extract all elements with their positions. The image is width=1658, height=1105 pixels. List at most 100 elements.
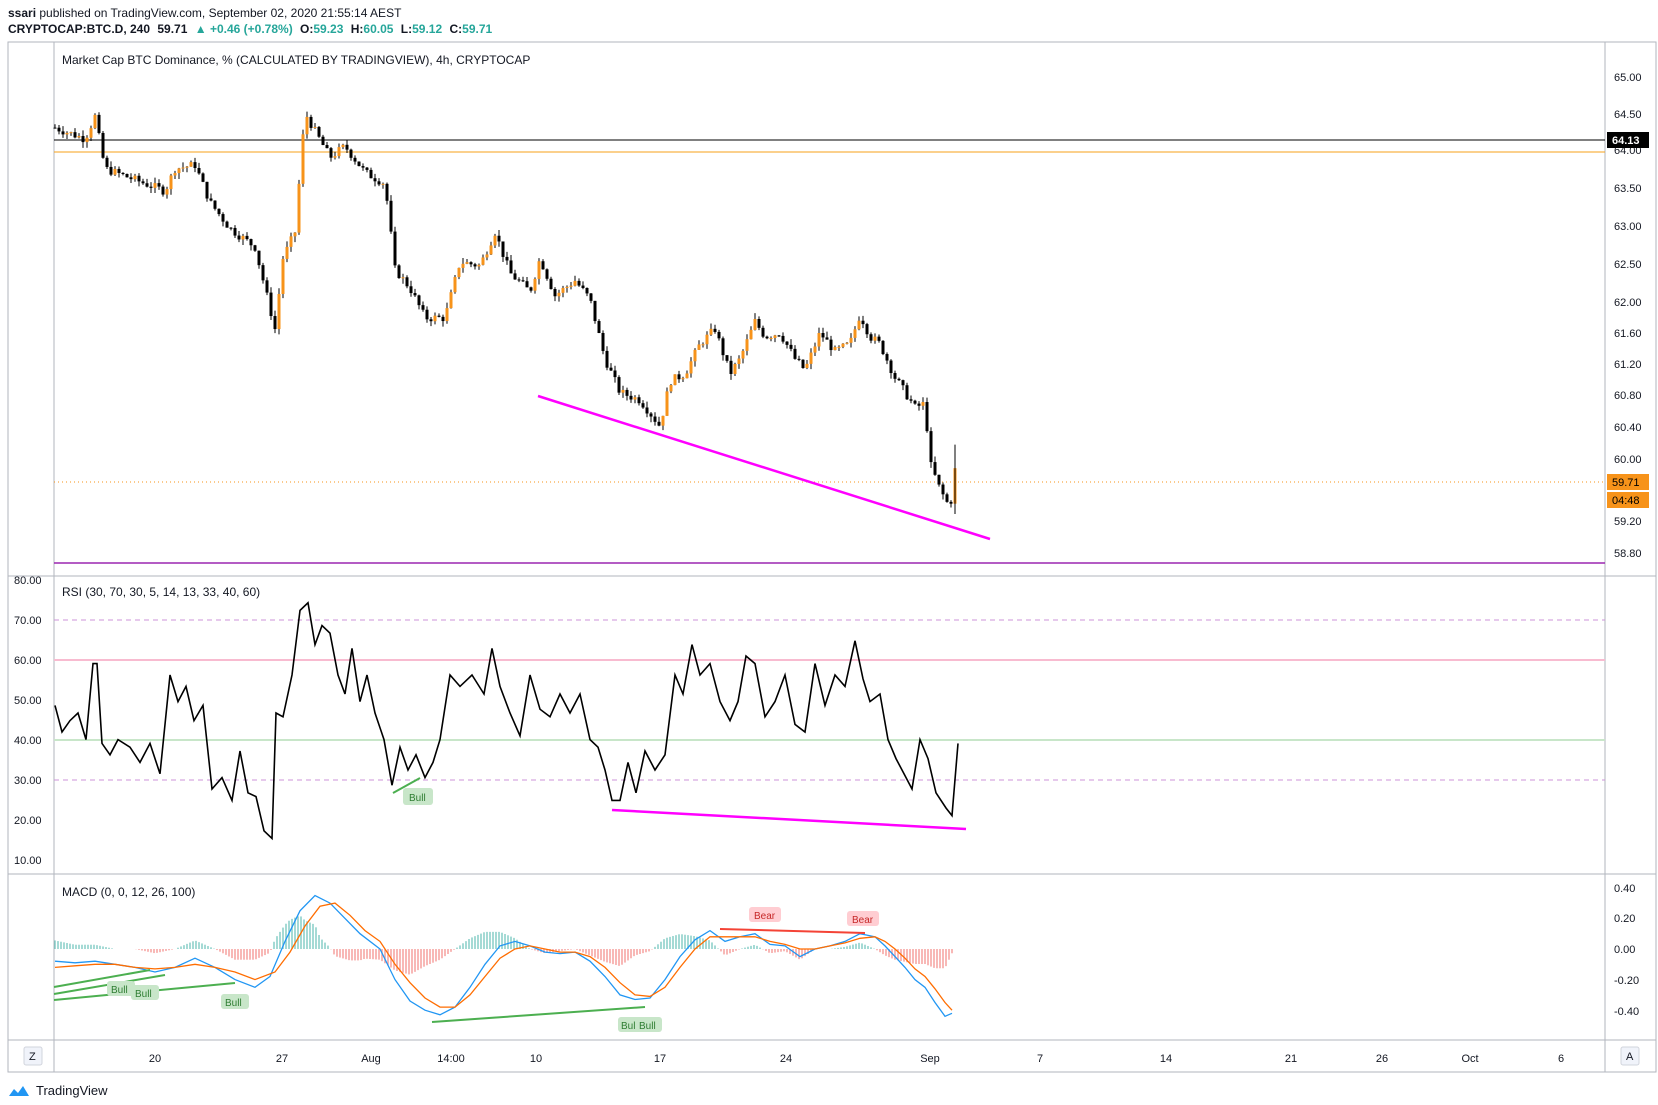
rsi-axis[interactable]: 80.00 70.00 60.00 50.00 40.00 30.00 20.00 10.00 [14, 575, 42, 867]
macd-bull-label-4-text: Bull [621, 1021, 638, 1032]
candle-body [793, 348, 797, 359]
candle-body [329, 148, 333, 158]
candle-body [865, 324, 869, 335]
candle-body [869, 334, 873, 341]
auto-scale-icon-label: A [1626, 1051, 1634, 1063]
candle-body [125, 173, 129, 178]
candle-body [501, 241, 505, 257]
candle-body [265, 280, 269, 293]
candle-body [237, 235, 241, 240]
candle-body [389, 200, 393, 232]
candle-body [545, 269, 549, 279]
time-axis-label: Aug [361, 1053, 381, 1065]
candle-body [789, 344, 793, 349]
time-axis-label: 7 [1037, 1053, 1043, 1065]
price-axis-label: 61.20 [1614, 359, 1642, 371]
candle-body [513, 273, 517, 280]
candle-body [437, 315, 441, 317]
candle-body [585, 287, 589, 294]
candle-body [61, 131, 65, 135]
macd-bull-label-3-text: Bull [225, 998, 242, 1009]
main-legend: Market Cap BTC Dominance, % (CALCULATED … [62, 53, 530, 67]
candle-body [933, 462, 937, 475]
price-axis-label: 59.20 [1614, 516, 1642, 528]
candle-body [769, 337, 773, 339]
rsi-axis-label: 40.00 [14, 735, 42, 747]
candle-body [93, 114, 97, 129]
low-value: 59.12 [412, 22, 443, 36]
candle-body [721, 338, 725, 356]
candle-body [253, 245, 257, 251]
candle-body [129, 177, 133, 180]
price-axis-label: 62.50 [1614, 259, 1642, 271]
auto-scale-icon[interactable]: A [1620, 1046, 1640, 1066]
candle-body [145, 183, 149, 187]
candle-body [921, 402, 925, 406]
candle-body [549, 278, 553, 289]
candle-body [889, 360, 893, 374]
macd-line [54, 894, 953, 1018]
candle-body [77, 136, 81, 138]
price-axis-label: 60.80 [1614, 390, 1642, 402]
candle-body [241, 235, 245, 240]
footer-brand[interactable]: TradingView [8, 1083, 108, 1098]
candle-body [709, 328, 713, 335]
price-axis-label: 64.50 [1614, 109, 1642, 121]
candle-body [365, 167, 369, 170]
macd-axis[interactable]: 0.40 0.20 0.00 -0.20 -0.40 [1614, 883, 1639, 1018]
candle-body [541, 261, 545, 270]
candle-body [401, 277, 405, 279]
candle-body [901, 380, 905, 386]
rsi-axis-label: 10.00 [14, 855, 42, 867]
time-axis-label: 17 [654, 1053, 666, 1065]
candle-body [625, 389, 629, 396]
candle-body [177, 168, 181, 174]
candle-body [677, 374, 681, 380]
candle-body [149, 186, 153, 188]
candle-body [897, 378, 901, 381]
time-axis-label: 10 [530, 1053, 542, 1065]
candle-body [405, 277, 409, 287]
candle-body [325, 145, 329, 149]
candle-body [293, 232, 297, 237]
price-trend-line[interactable] [537, 394, 991, 541]
candle-body [529, 287, 533, 291]
rsi-axis-label: 60.00 [14, 655, 42, 667]
rsi-legend: RSI (30, 70, 30, 5, 14, 13, 33, 40, 60) [62, 585, 260, 599]
candle-body [877, 336, 881, 341]
rsi-trend-line[interactable] [611, 808, 967, 831]
candle-body [697, 344, 701, 350]
last-value: 59.71 [157, 22, 188, 36]
candle-body [73, 132, 77, 138]
symbol-name[interactable]: CRYPTOCAP:BTC.D, 240 [8, 22, 151, 36]
candle-body [413, 293, 417, 296]
publisher-user[interactable]: ssari [8, 6, 37, 20]
time-axis[interactable]: 20 27 Aug 14:00 10 17 24 Sep 7 14 21 26 Oct 6 [149, 1053, 1564, 1065]
candle-body [97, 114, 101, 133]
candle-body [101, 132, 105, 158]
candle-body [649, 413, 653, 417]
candle-body [917, 403, 921, 406]
candle-body [169, 175, 173, 190]
candle-body [689, 361, 693, 374]
time-axis-label: 21 [1285, 1053, 1297, 1065]
time-axis-label: Sep [920, 1053, 940, 1065]
time-axis-label: 20 [149, 1053, 161, 1065]
candle-body [257, 250, 261, 266]
candle-body [817, 333, 821, 347]
candle-body [629, 395, 633, 400]
candle-body [593, 300, 597, 322]
candle-body [913, 400, 917, 404]
candle-body [305, 116, 309, 135]
candle-body [57, 127, 61, 132]
macd-axis-label: 0.40 [1614, 883, 1635, 895]
zoom-icon[interactable]: Z [23, 1046, 43, 1066]
candle-body [485, 254, 489, 258]
candle-body [345, 144, 349, 150]
rsi-bull-div-line [392, 777, 421, 794]
candle-body [81, 136, 85, 143]
rsi-axis-label: 50.00 [14, 695, 42, 707]
candle-body [153, 183, 157, 188]
candle-body [277, 293, 281, 330]
